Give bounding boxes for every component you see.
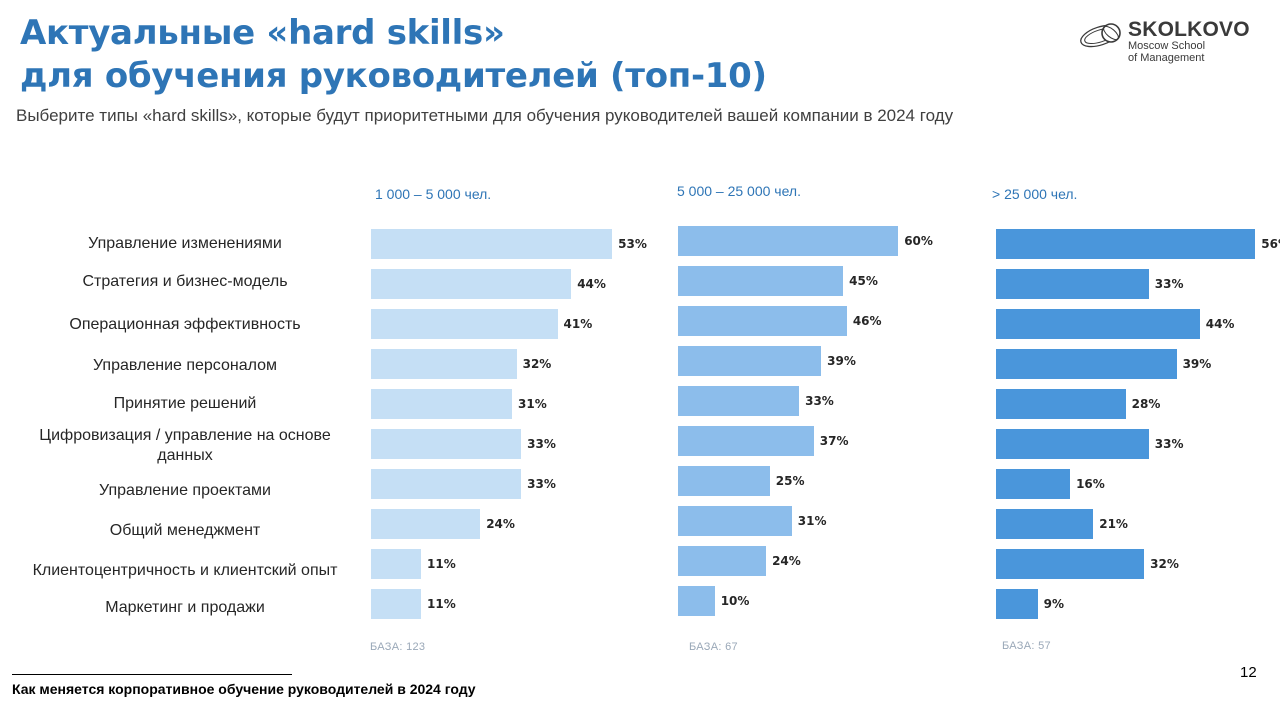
sample-base-label: БАЗА: 57 (1002, 640, 1051, 652)
bar (678, 546, 767, 576)
bar (678, 226, 899, 256)
category-label: Клиентоцентричность и клиентский опыт (32, 562, 338, 579)
sample-base-label: БАЗА: 67 (689, 641, 738, 653)
data-label: 45% (849, 274, 878, 288)
logo-emblem-icon (1080, 23, 1121, 48)
series-header: 1 000 – 5 000 чел. (375, 186, 492, 202)
series-header: > 25 000 чел. (992, 186, 1078, 202)
logo-name: SKOLKOVO (1128, 18, 1250, 41)
data-label: 44% (577, 277, 606, 291)
data-label: 9% (1043, 597, 1065, 611)
data-label: 33% (805, 394, 834, 408)
bar (996, 429, 1149, 459)
category-label: Общий менеджмент (109, 522, 261, 539)
data-label: 39% (827, 354, 856, 368)
bar (678, 506, 792, 536)
bar (996, 309, 1200, 339)
bar (678, 386, 800, 416)
data-label: 31% (797, 514, 827, 528)
bar (678, 586, 715, 616)
category-label: Управление персоналом (92, 357, 278, 374)
slide-title: Актуальные «hard skills» для обучения ру… (20, 12, 767, 98)
data-label: 11% (427, 557, 456, 571)
logo-subtitle-line-1: Moscow School (1128, 40, 1206, 52)
bar (371, 309, 558, 339)
data-label: 56% (1261, 237, 1280, 251)
data-label: 24% (486, 517, 515, 531)
data-label: 16% (1076, 477, 1105, 491)
data-label: 33% (1154, 277, 1184, 291)
page-number: 12 (1240, 664, 1257, 681)
bar (371, 349, 517, 379)
data-label: 33% (1154, 437, 1184, 451)
bar (371, 549, 422, 579)
bar (996, 229, 1256, 259)
footer-divider (12, 674, 292, 675)
data-label: 24% (772, 554, 801, 568)
data-label: 60% (904, 234, 933, 248)
data-label: 25% (775, 474, 805, 488)
bar (371, 429, 522, 459)
data-label: 53% (618, 237, 647, 251)
data-label: 39% (1182, 357, 1212, 371)
bar (678, 346, 822, 376)
title-line-2: для обучения руководителей (топ-10) (20, 56, 767, 96)
data-label: 46% (852, 314, 882, 328)
category-label: Операционная эффективность (69, 316, 301, 333)
data-label: 32% (1150, 557, 1179, 571)
question-subtitle: Выберите типы «hard skills», которые буд… (16, 106, 954, 125)
bar (371, 589, 422, 619)
skolkovo-logo: SKOLKOVO Moscow School of Management (1078, 16, 1258, 68)
logo-subtitle: Moscow School of Management (1128, 40, 1205, 64)
data-label: 33% (527, 437, 556, 451)
bar (996, 509, 1094, 539)
bar (371, 509, 481, 539)
data-label: 28% (1131, 397, 1161, 411)
bar (996, 389, 1126, 419)
bar (371, 269, 572, 299)
data-label: 37% (819, 434, 849, 448)
bar (678, 266, 844, 296)
bar (678, 426, 814, 456)
bar (996, 269, 1149, 299)
series-header: 5 000 – 25 000 чел. (677, 183, 801, 199)
category-label: Маркетинг и продажи (105, 599, 265, 616)
data-label: 44% (1205, 317, 1235, 331)
data-label: 21% (1099, 517, 1128, 531)
bar (996, 469, 1071, 499)
category-label: Принятие решений (113, 395, 257, 412)
data-label: 31% (518, 397, 547, 411)
bar (996, 349, 1177, 379)
data-label: 41% (563, 317, 593, 331)
bar (371, 469, 522, 499)
footer-text: Как меняется корпоративное обучение руко… (12, 681, 476, 697)
bar (996, 589, 1038, 619)
title-line-1: Актуальные «hard skills» (20, 13, 505, 53)
category-label: Цифровизация / управление на основе данн… (39, 427, 331, 464)
bar (371, 229, 613, 259)
bar (371, 389, 513, 419)
category-label: Управление изменениями (88, 235, 282, 252)
category-label: Стратегия и бизнес-модель (82, 273, 288, 290)
sample-base-label: БАЗА: 123 (370, 641, 426, 653)
bar (996, 549, 1145, 579)
logo-subtitle-line-2: of Management (1128, 52, 1205, 64)
category-label: Управление проектами (99, 482, 271, 499)
data-label: 32% (522, 357, 552, 371)
data-label: 11% (427, 597, 456, 611)
data-label: 33% (527, 477, 556, 491)
bar (678, 306, 847, 336)
bar (678, 466, 770, 496)
data-label: 10% (720, 594, 750, 608)
